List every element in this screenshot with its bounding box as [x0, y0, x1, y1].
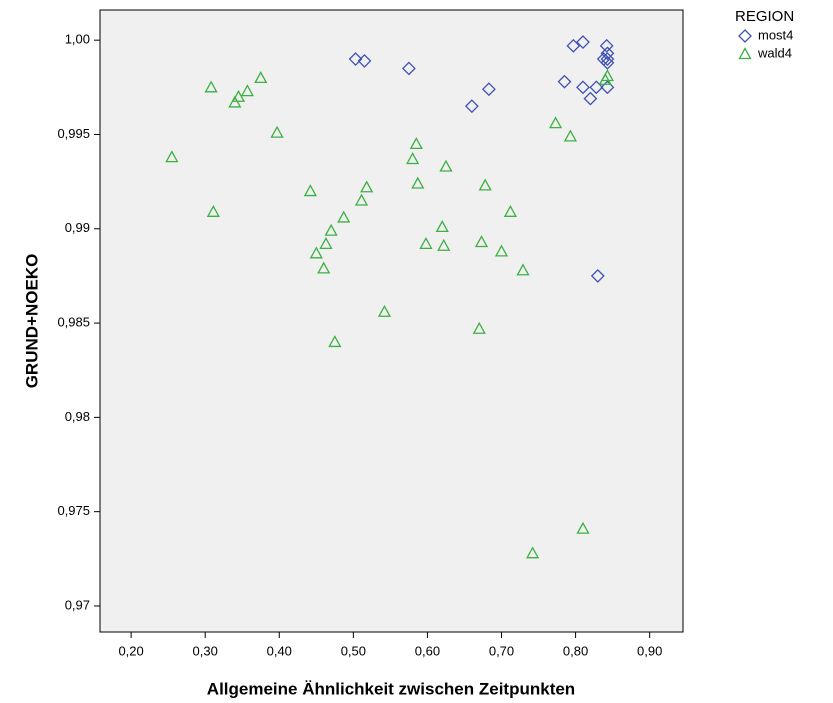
point: [503, 204, 517, 217]
point: [481, 82, 496, 97]
legend-marker: [738, 47, 752, 60]
point: [583, 91, 598, 106]
point: [348, 52, 363, 66]
point: [576, 80, 590, 95]
point: [566, 38, 581, 53]
point: [600, 69, 615, 82]
point: [494, 244, 509, 257]
point: [204, 80, 218, 93]
point: [600, 52, 615, 66]
x-axis-title: Allgemeine Ähnlichkeit zwischen Zeitpunk…: [207, 679, 575, 698]
legend-title: REGION: [735, 8, 794, 25]
x-tick-label: 0,90: [637, 643, 662, 658]
point: [317, 261, 331, 274]
point: [600, 55, 615, 70]
point: [419, 237, 433, 250]
point: [254, 71, 268, 84]
point: [576, 35, 590, 49]
point: [548, 116, 563, 129]
point: [406, 152, 420, 165]
point: [309, 246, 323, 259]
point: [319, 237, 333, 250]
point: [472, 321, 486, 334]
point: [303, 184, 317, 197]
y-tick-label: 0,975: [57, 503, 90, 518]
legend-label: most4: [758, 27, 793, 42]
y-tick-label: 1,00: [65, 32, 90, 47]
point: [474, 235, 489, 248]
point: [228, 95, 242, 108]
x-tick-label: 0,50: [341, 643, 366, 658]
point: [464, 99, 479, 114]
point: [206, 204, 220, 217]
point: [377, 304, 392, 317]
point: [600, 46, 615, 61]
point: [599, 38, 614, 53]
x-tick-label: 0,80: [563, 643, 588, 658]
point: [526, 546, 540, 559]
x-tick-label: 0,30: [193, 643, 218, 658]
point: [357, 54, 372, 68]
y-tick-label: 0,97: [65, 597, 90, 612]
point: [435, 220, 449, 233]
point: [231, 89, 246, 102]
point: [437, 238, 451, 251]
legend-marker: [738, 29, 752, 43]
point: [337, 210, 351, 223]
y-tick-label: 0,99: [65, 220, 90, 235]
point: [354, 193, 369, 206]
legend-label: wald4: [757, 45, 792, 60]
point: [590, 269, 605, 283]
point: [516, 263, 530, 276]
point: [600, 80, 615, 95]
y-tick-label: 0,98: [65, 409, 90, 424]
point: [324, 223, 338, 236]
point: [576, 521, 590, 534]
point: [411, 176, 425, 189]
y-tick-label: 0,995: [57, 126, 90, 141]
y-axis-title: GRUND+NOEKO: [22, 254, 41, 389]
point: [240, 84, 255, 97]
point: [401, 61, 416, 76]
point: [478, 178, 492, 191]
point: [270, 125, 284, 138]
point: [409, 137, 423, 150]
x-tick-label: 0,20: [118, 643, 143, 658]
point: [165, 150, 179, 163]
point: [589, 80, 604, 95]
y-tick-label: 0,985: [57, 315, 90, 330]
x-tick-label: 0,60: [415, 643, 440, 658]
point: [563, 129, 577, 142]
point: [328, 335, 342, 348]
x-tick-label: 0,70: [489, 643, 514, 658]
point: [557, 74, 572, 89]
point: [439, 159, 453, 172]
point: [360, 180, 374, 193]
plot-area: [99, 9, 684, 633]
x-tick-label: 0,40: [267, 643, 292, 658]
